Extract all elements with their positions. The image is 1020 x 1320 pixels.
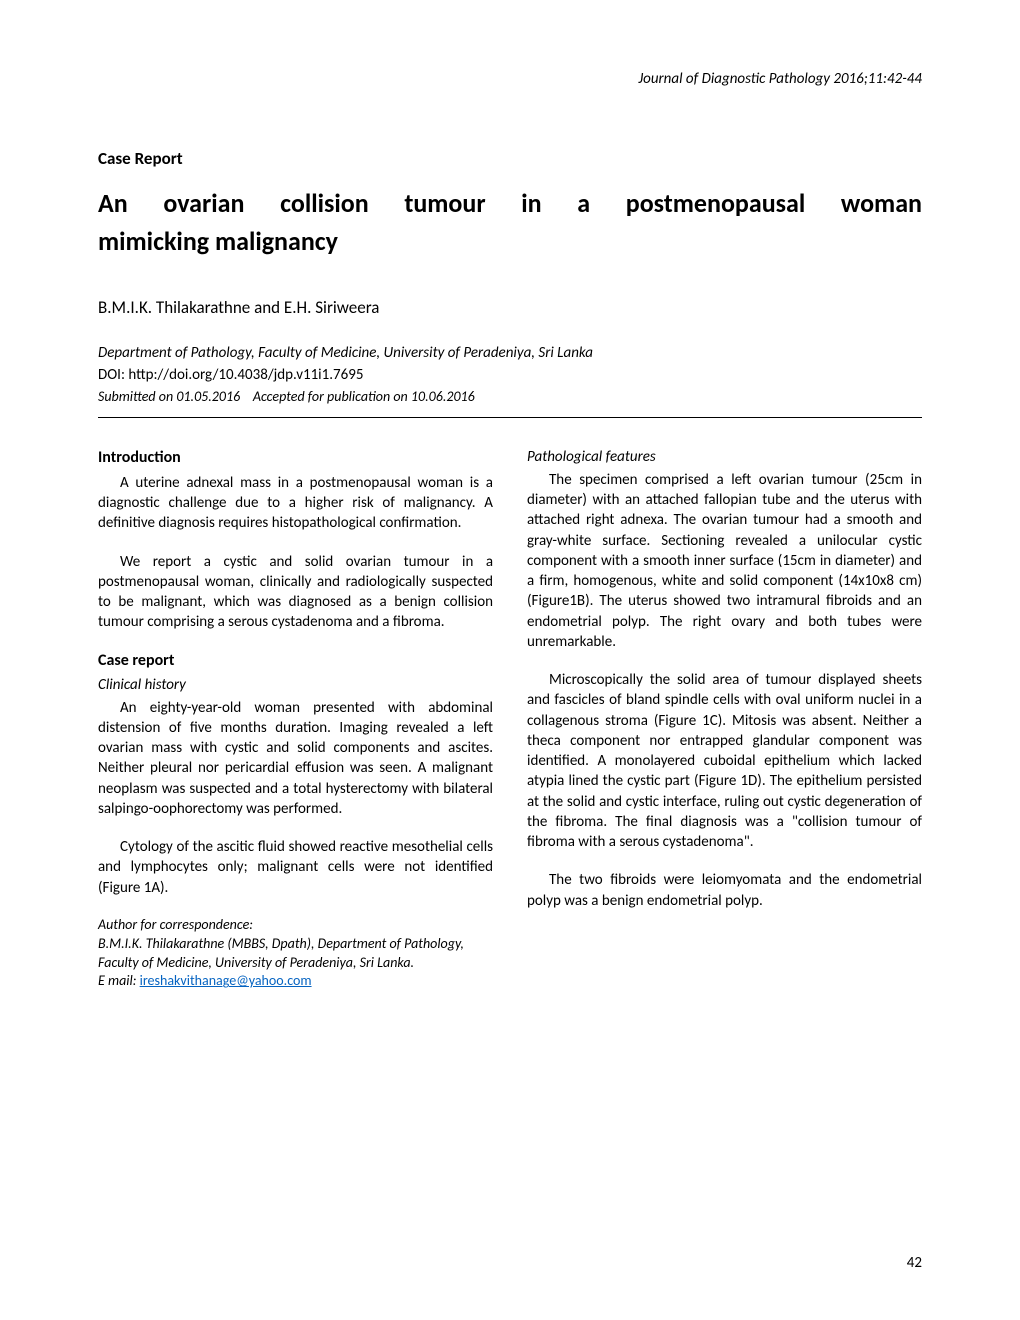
authors: B.M.I.K. Thilakarathne and E.H. Siriweer… — [98, 297, 922, 318]
introduction-p2: We report a cystic and solid ovarian tum… — [98, 552, 493, 633]
email-label: E mail: — [98, 972, 140, 989]
article-title-line2: mimicking malignancy — [98, 225, 922, 257]
introduction-p1: A uterine adnexal mass in a postmenopaus… — [98, 473, 493, 534]
affiliation: Department of Pathology, Faculty of Medi… — [98, 344, 922, 362]
clinical-history-p1: An eighty-year-old woman presented with … — [98, 698, 493, 820]
article-title-line1: An ovarian collision tumour in a postmen… — [98, 187, 922, 221]
pathological-subheading: Pathological features — [527, 448, 922, 466]
correspondence-author: B.M.I.K. Thilakarathne (MBBS, Dpath), De… — [98, 935, 493, 973]
page-number: 42 — [907, 1254, 922, 1272]
correspondence-block: Author for correspondence: B.M.I.K. Thil… — [98, 916, 493, 992]
article-type: Case Report — [98, 148, 922, 169]
clinical-history-subheading: Clinical history — [98, 676, 493, 694]
correspondence-email-line: E mail: ireshakvithanage@yahoo.com — [98, 972, 493, 991]
pathological-p3: The two fibroids were leiomyomata and th… — [527, 870, 922, 911]
right-column: Pathological features The specimen compr… — [527, 448, 922, 992]
correspondence-label: Author for correspondence: — [98, 916, 493, 935]
submission-dates: Submitted on 01.05.2016 Accepted for pub… — [98, 388, 922, 405]
accepted-date: Accepted for publication on 10.06.2016 — [253, 388, 475, 405]
case-report-heading: Case report — [98, 651, 493, 670]
doi: DOI: http://doi.org/10.4038/jdp.v11i1.76… — [98, 366, 922, 384]
clinical-history-p2: Cytology of the ascitic fluid showed rea… — [98, 837, 493, 898]
left-column: Introduction A uterine adnexal mass in a… — [98, 448, 493, 992]
content-columns: Introduction A uterine adnexal mass in a… — [98, 448, 922, 992]
pathological-p2: Microscopically the solid area of tumour… — [527, 670, 922, 852]
journal-header: Journal of Diagnostic Pathology 2016;11:… — [98, 70, 922, 88]
pathological-p1: The specimen comprised a left ovarian tu… — [527, 470, 922, 652]
header-divider — [98, 417, 922, 418]
introduction-heading: Introduction — [98, 448, 493, 467]
email-link[interactable]: ireshakvithanage@yahoo.com — [140, 972, 312, 989]
submitted-date: Submitted on 01.05.2016 — [98, 388, 240, 405]
